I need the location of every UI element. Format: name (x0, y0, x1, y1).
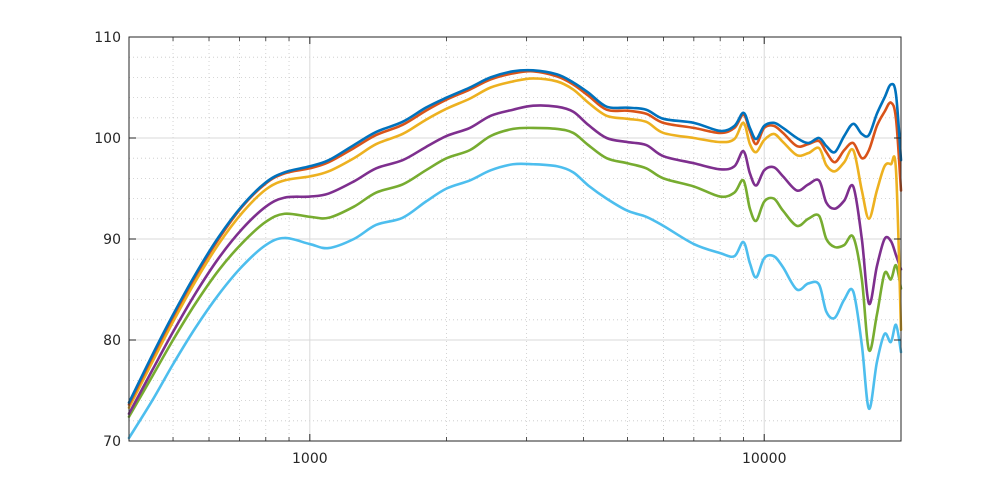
y-tick-label: 90 (103, 232, 121, 248)
series-line-5 (127, 126, 903, 419)
series-line-4 (127, 104, 903, 416)
series-line-2 (127, 69, 903, 406)
series-line-1 (127, 68, 903, 404)
axis-ticks (128, 36, 902, 442)
y-tick-label: 70 (103, 434, 121, 450)
series-layer (127, 68, 903, 440)
y-axis-tick-labels: 70 80 90 100 110 (94, 30, 121, 450)
x-tick-label: 1000 (292, 451, 328, 467)
series-line-3 (127, 77, 903, 409)
series-line-6 (127, 162, 903, 440)
x-axis-tick-labels: 1000 10000 (292, 451, 786, 467)
y-tick-label: 80 (103, 333, 121, 349)
y-tick-label: 110 (94, 30, 121, 46)
major-grid (129, 37, 901, 441)
minor-grid (128, 37, 902, 441)
y-tick-label: 100 (94, 131, 121, 147)
x-tick-label: 10000 (742, 451, 787, 467)
